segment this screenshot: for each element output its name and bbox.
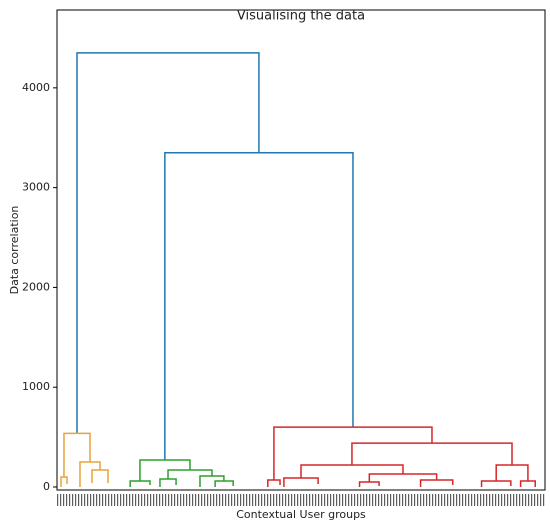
- y-tick-label: 3000: [22, 181, 50, 194]
- dendrogram-link: [79, 461, 101, 488]
- dendrogram-link: [167, 469, 213, 480]
- dendrogram-link: [199, 475, 225, 488]
- dendrogram-link: [267, 479, 281, 488]
- dendrogram-link: [91, 469, 109, 484]
- dendrogram-link: [419, 479, 454, 488]
- dendrogram-link: [495, 464, 529, 482]
- leaf-labels: [57, 494, 545, 506]
- dendrogram-link: [358, 481, 380, 488]
- dendrogram-link: [214, 480, 234, 488]
- dendrogram-link: [139, 459, 191, 482]
- dendrogram-link: [164, 151, 354, 461]
- dendrogram-link: [76, 52, 260, 434]
- dendrogram-link: [519, 480, 536, 488]
- dendrogram-link: [351, 442, 513, 466]
- y-axis-label: Data correlation: [8, 206, 21, 295]
- x-axis-label: Contextual User groups: [236, 508, 366, 521]
- dendrogram-link: [129, 480, 151, 488]
- y-tick-label: 1000: [22, 380, 50, 393]
- dendrogram-link: [60, 476, 68, 488]
- dendrogram-link: [63, 432, 91, 478]
- chart-title: Visualising the data: [237, 9, 365, 24]
- dendrogram-link: [300, 464, 404, 479]
- y-tick-label: 0: [43, 480, 50, 493]
- dendrogram-link: [273, 426, 433, 481]
- plot-frame: [56, 9, 546, 491]
- y-tick-label: 4000: [22, 81, 50, 94]
- dendrogram-link: [368, 473, 438, 483]
- y-tick-label: 2000: [22, 280, 50, 293]
- dendrogram-link: [283, 477, 319, 488]
- dendrogram-link: [159, 478, 177, 488]
- dendrogram-link: [480, 480, 512, 488]
